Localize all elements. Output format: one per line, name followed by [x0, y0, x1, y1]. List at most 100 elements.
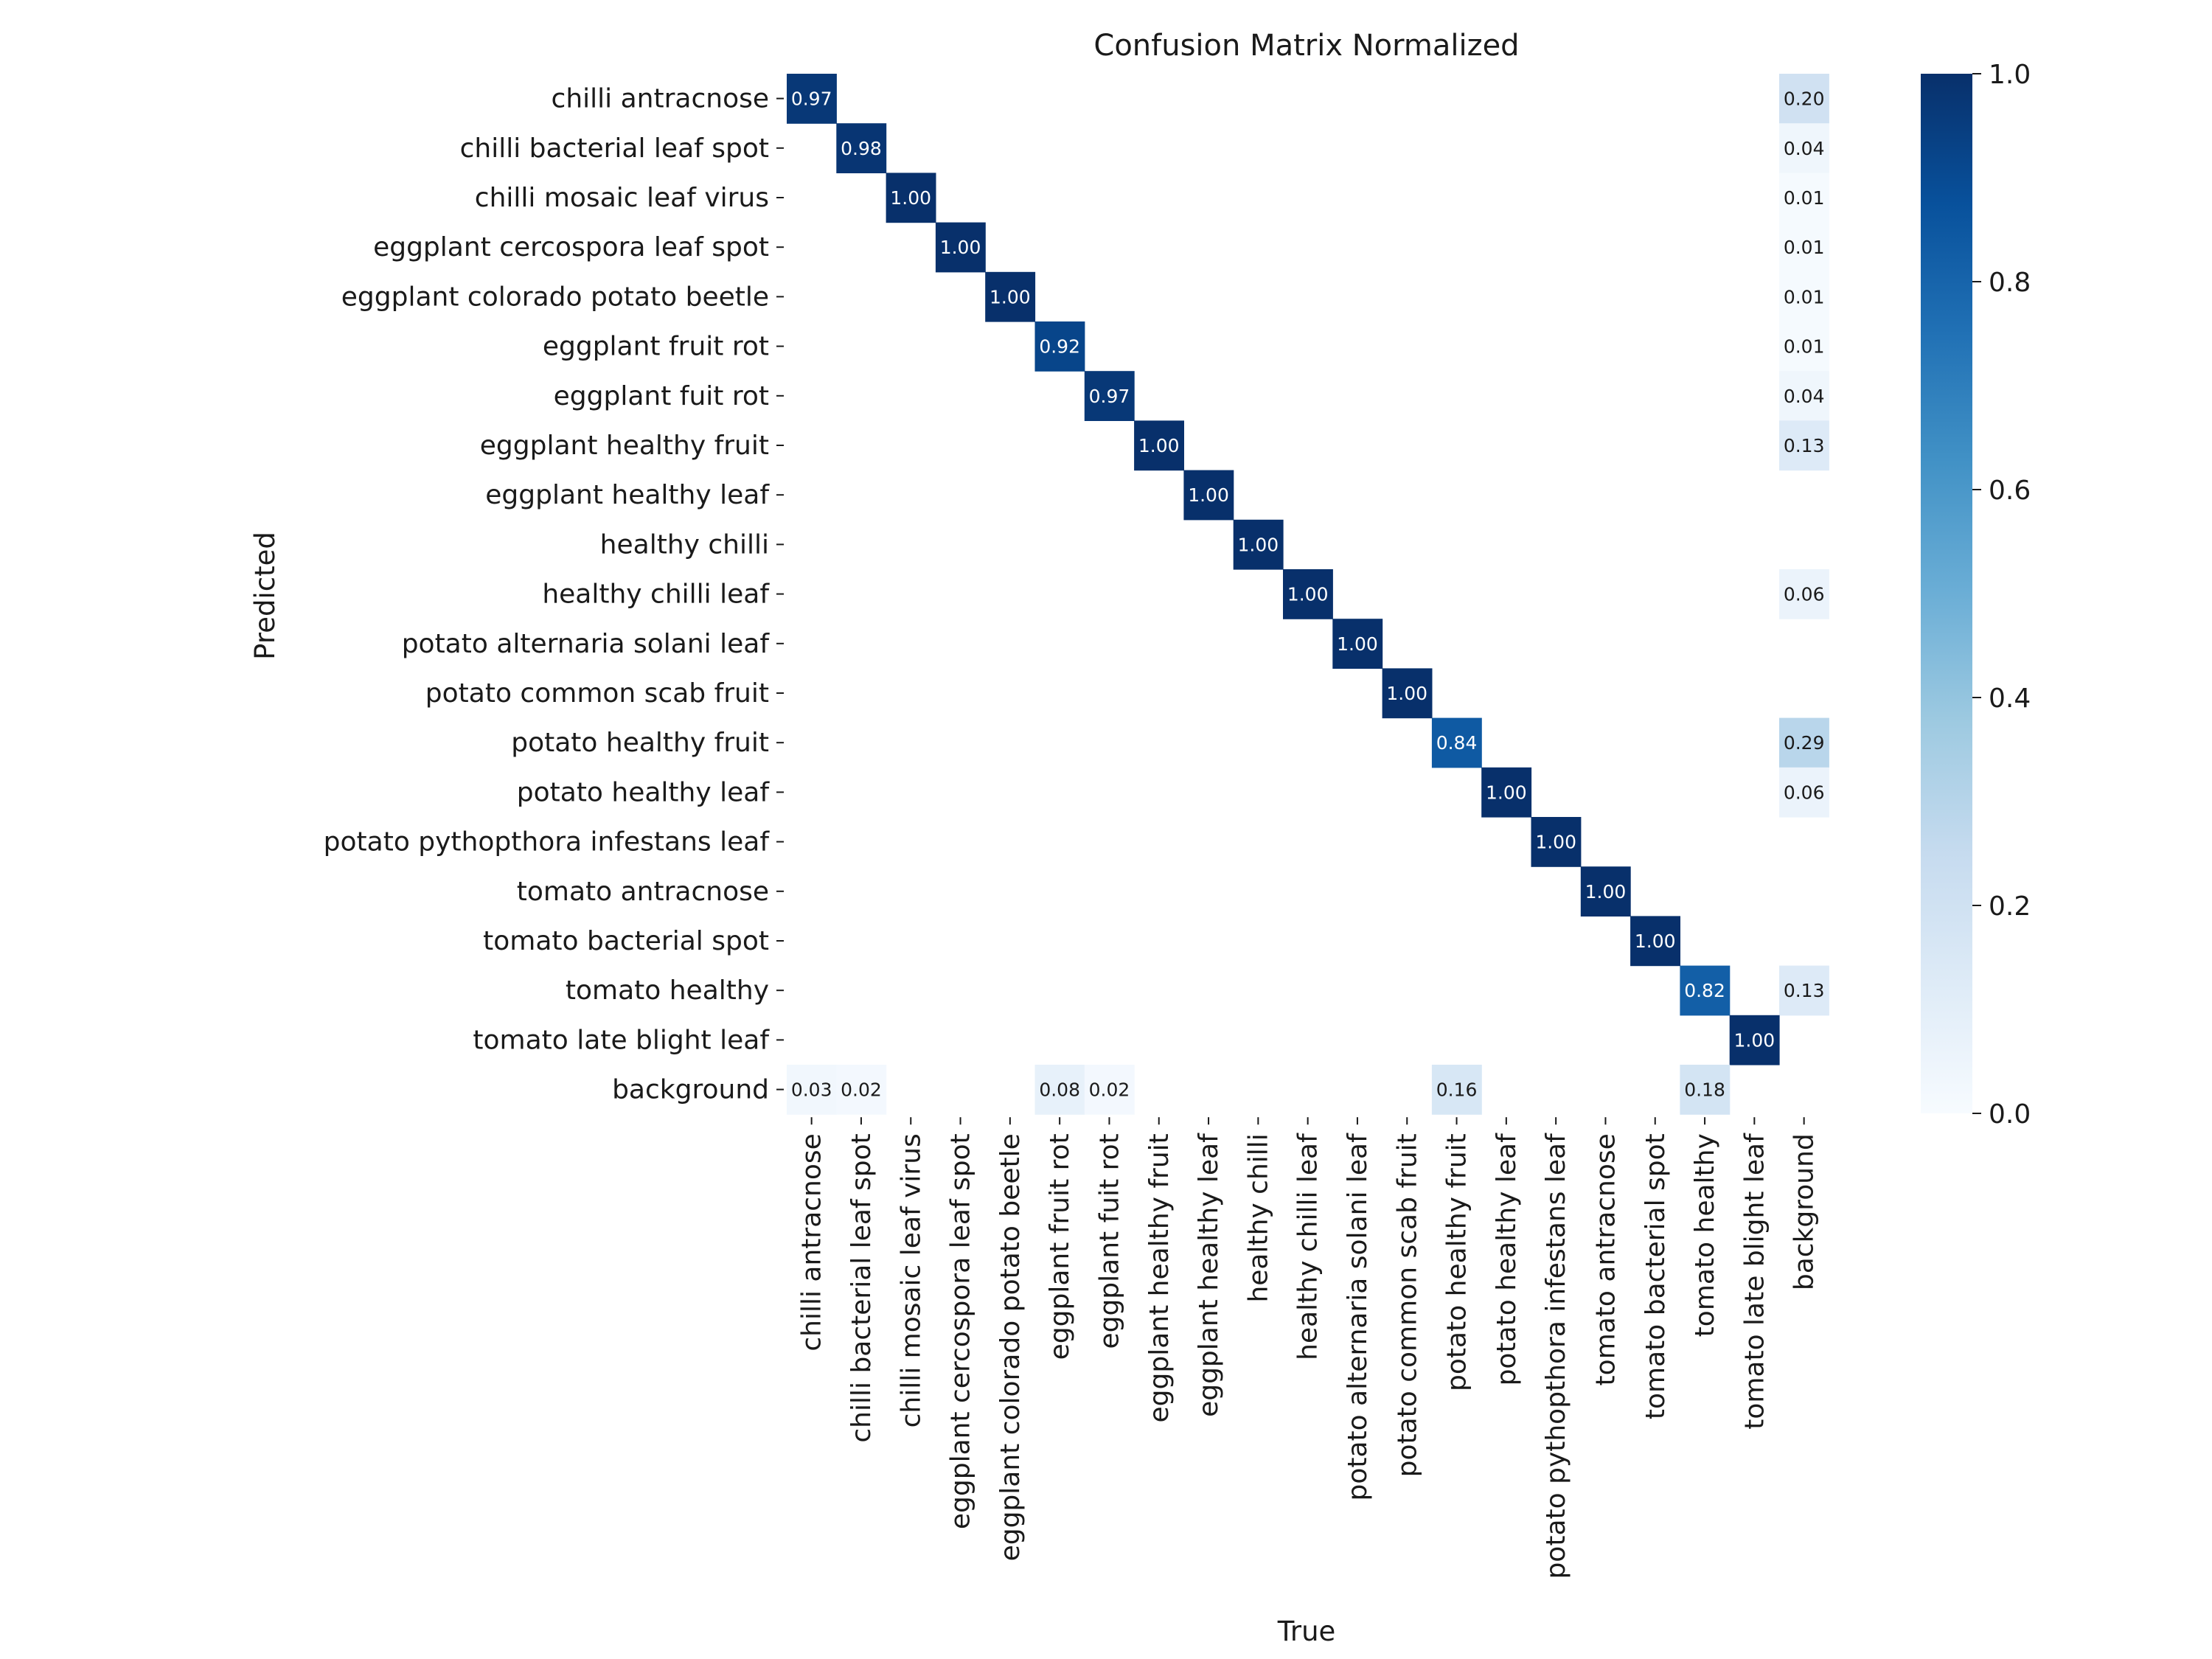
y-tick-label: eggplant cercospora leaf spot [373, 232, 769, 262]
x-tick-label: potato alternaria solani leaf [1343, 1133, 1373, 1501]
chart-title: Confusion Matrix Normalized [1093, 29, 1519, 63]
cell-value-label: 0.18 [1684, 1079, 1725, 1101]
heatmap-cell [1332, 619, 1383, 669]
cell-value-label: 0.01 [1784, 336, 1825, 358]
heatmap-cell [787, 1065, 837, 1115]
colorbar-ticks: 0.0 0.2 0.4 0.6 0.8 1.0 [1972, 60, 2031, 1130]
cell-value-label: 0.97 [791, 88, 832, 110]
cell-value-label: 0.84 [1436, 732, 1478, 754]
y-tick-label: healthy chilli [600, 529, 769, 560]
heatmap-cell [1779, 123, 1829, 173]
heatmap-cell [1680, 1065, 1731, 1115]
y-tick-label: healthy chilli leaf [542, 580, 770, 610]
cell-value-label: 0.01 [1784, 187, 1825, 209]
heatmap-cell [1779, 420, 1829, 471]
x-tick-label: healthy chilli leaf [1293, 1133, 1324, 1360]
x-tick-label: tomato antracnose [1590, 1133, 1621, 1385]
x-tick-label: eggplant colorado potato beetle [995, 1133, 1026, 1561]
heatmap-cell [1680, 965, 1731, 1016]
y-tick-label: chilli antracnose [552, 84, 769, 114]
cell-value-label: 1.00 [1188, 484, 1229, 506]
heatmap-cell [1481, 767, 1532, 818]
cell-value-label: 1.00 [1635, 931, 1676, 952]
y-tick-label: tomato antracnose [517, 877, 769, 907]
heatmap-cell [1183, 470, 1234, 521]
colorbar-tick-label: 0.6 [1989, 476, 2031, 506]
heatmap-cell [1084, 371, 1135, 421]
y-tick-label: eggplant fuit rot [554, 381, 769, 411]
heatmap-cell [1630, 916, 1680, 967]
cell-value-label: 0.06 [1784, 584, 1825, 605]
heatmap-cell [1084, 1065, 1135, 1115]
y-tick-label: tomato healthy [566, 975, 769, 1006]
cell-value-label: 0.98 [841, 138, 882, 159]
cell-value-label: 1.00 [1734, 1029, 1775, 1051]
x-tick-label: chilli bacterial leaf spot [846, 1133, 877, 1442]
heatmap-cell [1431, 717, 1482, 768]
heatmap-cell [1779, 222, 1829, 273]
heatmap-cell [935, 222, 986, 273]
cell-value-label: 1.00 [890, 187, 931, 209]
cell-value-label: 0.06 [1784, 782, 1825, 803]
x-tick-label: potato healthy leaf [1492, 1133, 1522, 1386]
heatmap-cell [1779, 767, 1829, 818]
cell-value-label: 0.04 [1784, 386, 1825, 407]
y-tick-label: potato healthy fruit [511, 728, 769, 758]
heatmap-cell [1283, 569, 1333, 619]
heatmap-cell-labels: 0.97 0.20 0.98 0.04 1.00 0.01 1.00 0.01 1.00 0.01… [791, 88, 1825, 1101]
cell-value-label: 0.01 [1784, 237, 1825, 258]
x-tick-label: potato common scab fruit [1392, 1133, 1422, 1477]
x-tick-label: background [1790, 1133, 1820, 1290]
heatmap-cell [1431, 1065, 1482, 1115]
heatmap-cell [985, 271, 1036, 322]
x-tick-label: eggplant fruit rot [1045, 1133, 1075, 1360]
cell-value-label: 1.00 [1138, 435, 1180, 456]
cell-value-label: 0.02 [1089, 1079, 1130, 1101]
y-tick-label: potato common scab fruit [425, 678, 769, 709]
colorbar-tick-label: 1.0 [1989, 60, 2031, 90]
x-tick-label: chilli antracnose [797, 1133, 827, 1351]
cell-value-label: 1.00 [1386, 683, 1427, 704]
heatmap-cell [787, 74, 837, 124]
cell-value-label: 1.00 [990, 286, 1031, 307]
colorbar-tick-label: 0.4 [1989, 684, 2031, 714]
heatmap-cell [1134, 420, 1184, 471]
heatmap-cell [1729, 1015, 1780, 1065]
x-tick-label: eggplant healthy leaf [1194, 1133, 1224, 1417]
y-tick-label: potato healthy leaf [517, 777, 771, 807]
cell-value-label: 0.29 [1784, 732, 1825, 754]
heatmap-cell [1779, 965, 1829, 1016]
x-tick-label: healthy chilli [1243, 1133, 1273, 1302]
heatmap-cell [1779, 173, 1829, 223]
cell-value-label: 1.00 [1287, 584, 1329, 605]
heatmap-cell [1779, 569, 1829, 619]
cell-value-label: 1.00 [1337, 633, 1378, 655]
cell-value-label: 1.00 [1486, 782, 1527, 803]
colorbar-tick-label: 0.8 [1989, 268, 2031, 298]
x-tick-label: tomato healthy [1690, 1133, 1720, 1337]
y-tick-label: chilli mosaic leaf virus [475, 183, 769, 213]
colorbar-tick-label: 0.0 [1989, 1099, 2031, 1130]
x-tick-label: potato healthy fruit [1442, 1133, 1472, 1391]
cell-value-label: 0.13 [1784, 980, 1825, 1001]
heatmap-cell [886, 173, 936, 223]
heatmap-cell [1034, 321, 1085, 372]
cell-value-label: 1.00 [1535, 832, 1576, 853]
heatmap-cell [1034, 1065, 1085, 1115]
cell-value-label: 1.00 [1585, 881, 1627, 902]
heatmap-cells [787, 74, 1829, 1115]
cell-value-label: 0.03 [791, 1079, 832, 1101]
cell-value-label: 0.97 [1089, 386, 1130, 407]
y-tick-label: eggplant fruit rot [543, 332, 769, 362]
x-axis-title: True [1277, 1615, 1336, 1647]
cell-value-label: 0.04 [1784, 138, 1825, 159]
y-axis-title: Predicted [249, 532, 281, 660]
x-tick-label: eggplant cercospora leaf spot [946, 1133, 976, 1529]
x-tick-label: chilli mosaic leaf virus [896, 1133, 926, 1427]
y-tick-label: eggplant healthy fruit [480, 431, 769, 461]
heatmap-cell [1779, 321, 1829, 372]
cell-value-label: 0.92 [1039, 336, 1080, 358]
x-tick-label: tomato late blight leaf [1739, 1133, 1770, 1430]
cell-value-label: 0.08 [1039, 1079, 1080, 1101]
